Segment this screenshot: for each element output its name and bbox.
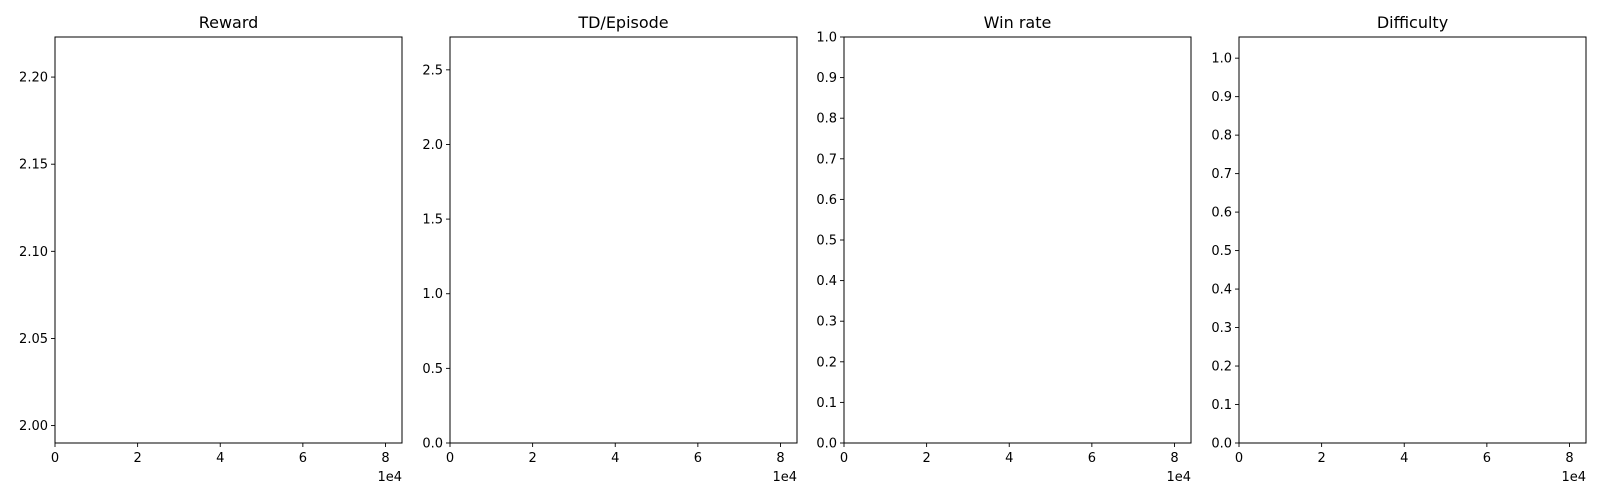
difficulty-y-tick-label: 0.0 xyxy=(1211,437,1232,452)
win-rate-panel: Win rate 0 2 4 6 8 1e4 0.0 0.1 0.2 0.3 0.4 0.5 0.6 0.7… xyxy=(816,13,1192,485)
difficulty-y-tick-label: 0.8 xyxy=(1211,129,1232,144)
difficulty-panel: Difficulty 0 2 4 6 8 1e4 0.0 0.1 0.2 0.3 0.4 0.5 0.6 0… xyxy=(1211,13,1587,485)
reward-y-tick-label: 2.20 xyxy=(19,71,48,86)
td-episode-y-tick-label: 0.5 xyxy=(422,362,443,377)
reward-y-tick-label: 2.15 xyxy=(19,158,48,173)
difficulty-y-tick-label: 0.5 xyxy=(1211,244,1232,259)
reward-axes-frame xyxy=(54,36,403,444)
td-episode-x-tick-label: 0 xyxy=(446,451,454,466)
difficulty-x-tick-label: 0 xyxy=(1235,451,1243,466)
win-rate-y-tick-label: 0.0 xyxy=(816,437,837,452)
difficulty-title: Difficulty xyxy=(1377,13,1448,32)
reward-panel: Reward 0 2 4 6 8 1e4 2.00 2.05 2.10 2.15 2.20 xyxy=(19,13,403,485)
td-episode-title: TD/Episode xyxy=(577,13,668,32)
td-episode-x-tick-label: 6 xyxy=(694,451,702,466)
td-episode-x-tick-label: 8 xyxy=(776,451,784,466)
reward-x-tick-label: 0 xyxy=(51,451,59,466)
difficulty-y-tick-label: 0.9 xyxy=(1211,90,1232,105)
difficulty-x-tick-label: 6 xyxy=(1483,451,1491,466)
td-episode-x-offset-label: 1e4 xyxy=(772,470,797,485)
td-episode-x-tick-label: 4 xyxy=(611,451,619,466)
td-episode-y-tick-label: 1.5 xyxy=(422,213,443,228)
difficulty-y-tick-label: 0.4 xyxy=(1211,283,1232,298)
win-rate-axes-frame xyxy=(843,36,1192,444)
td-episode-y-tick-label: 2.0 xyxy=(422,138,443,153)
win-rate-y-tick-label: 0.4 xyxy=(816,274,837,289)
difficulty-x-offset-label: 1e4 xyxy=(1561,470,1586,485)
win-rate-y-tick-label: 0.5 xyxy=(816,234,837,249)
win-rate-x-tick-label: 8 xyxy=(1170,451,1178,466)
reward-x-tick-label: 6 xyxy=(299,451,307,466)
td-episode-axes-frame xyxy=(449,36,798,444)
win-rate-x-tick-label: 4 xyxy=(1005,451,1013,466)
difficulty-axes-frame xyxy=(1238,36,1587,444)
reward-x-tick-label: 4 xyxy=(216,451,224,466)
reward-y-tick-label: 2.10 xyxy=(19,245,48,260)
reward-y-tick-label: 2.05 xyxy=(19,332,48,347)
win-rate-x-offset-label: 1e4 xyxy=(1166,470,1191,485)
difficulty-x-tick-label: 8 xyxy=(1565,451,1573,466)
reward-y-tick-label: 2.00 xyxy=(19,419,48,434)
td-episode-y-tick-label: 2.5 xyxy=(422,63,443,78)
reward-x-offset-label: 1e4 xyxy=(377,470,402,485)
td-episode-y-tick-label: 0.0 xyxy=(422,437,443,452)
td-episode-x-tick-label: 2 xyxy=(528,451,536,466)
difficulty-x-tick-label: 2 xyxy=(1317,451,1325,466)
win-rate-y-tick-label: 1.0 xyxy=(816,31,837,46)
reward-title: Reward xyxy=(199,13,259,32)
reward-x-tick-label: 8 xyxy=(381,451,389,466)
win-rate-y-tick-label: 0.8 xyxy=(816,112,837,127)
win-rate-y-tick-label: 0.1 xyxy=(816,396,837,411)
difficulty-x-tick-label: 4 xyxy=(1400,451,1408,466)
difficulty-y-tick-label: 0.2 xyxy=(1211,360,1232,375)
difficulty-y-tick-label: 0.3 xyxy=(1211,321,1232,336)
difficulty-y-tick-label: 0.7 xyxy=(1211,167,1232,182)
win-rate-y-tick-label: 0.2 xyxy=(816,355,837,370)
win-rate-x-tick-label: 2 xyxy=(922,451,930,466)
win-rate-y-tick-label: 0.6 xyxy=(816,193,837,208)
win-rate-x-tick-label: 0 xyxy=(840,451,848,466)
difficulty-y-tick-label: 0.6 xyxy=(1211,206,1232,221)
win-rate-x-tick-label: 6 xyxy=(1088,451,1096,466)
difficulty-y-tick-label: 1.0 xyxy=(1211,52,1232,67)
win-rate-y-tick-label: 0.3 xyxy=(816,315,837,330)
difficulty-y-tick-label: 0.1 xyxy=(1211,398,1232,413)
win-rate-y-tick-label: 0.7 xyxy=(816,152,837,167)
win-rate-y-tick-label: 0.9 xyxy=(816,71,837,86)
win-rate-title: Win rate xyxy=(984,13,1052,32)
td-episode-panel: TD/Episode 0 2 4 6 8 1e4 0.0 0.5 1.0 1.5 2.0 2.5 xyxy=(422,13,798,485)
reward-x-tick-label: 2 xyxy=(133,451,141,466)
td-episode-y-tick-label: 1.0 xyxy=(422,287,443,302)
